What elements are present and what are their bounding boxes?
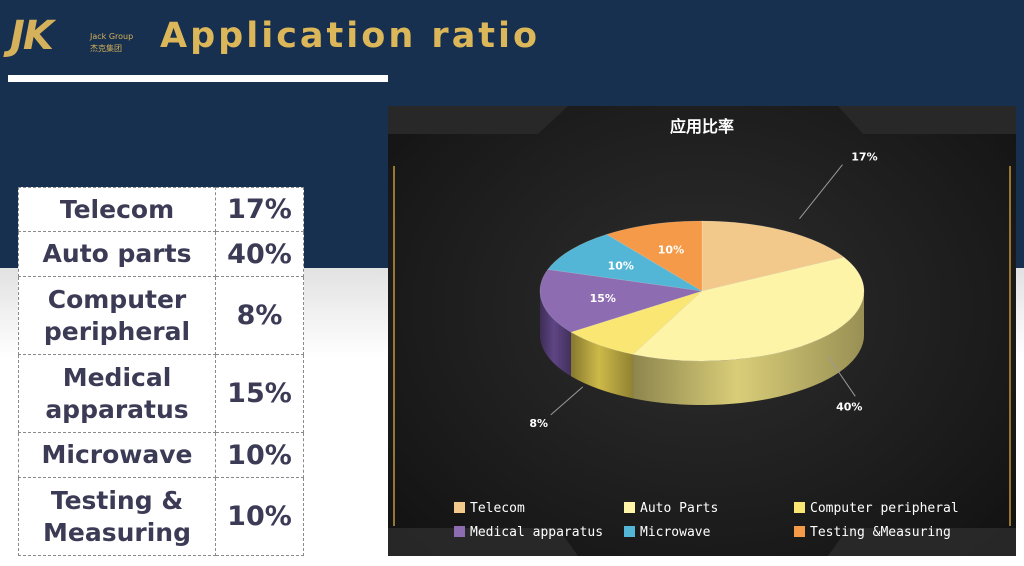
table-cell-percent: 10%: [215, 432, 304, 478]
pie-slices: [539, 220, 865, 405]
data-label-leader: [827, 356, 856, 397]
pie-slice: [539, 269, 703, 333]
pie-slice-side-shade: [570, 332, 634, 399]
company-logo: JK Jack Group 杰克集团: [10, 14, 142, 60]
pie-slice: [570, 290, 703, 355]
logo-subtext: Jack Group: [90, 32, 134, 41]
legend-swatch: [454, 526, 465, 537]
pie-chart: 应用比率 17% 40% 8% 15% 10% 10% Telecom Auto Parts…: [388, 106, 1016, 556]
data-label: 10%: [658, 244, 684, 257]
legend-label: Medical apparatus: [470, 525, 603, 540]
application-ratio-table: Telecom 17% Auto parts 40% Computer perip…: [18, 187, 304, 556]
legend-swatch: [794, 502, 805, 513]
table-cell-application: Telecom: [18, 187, 216, 232]
application-name-line: peripheral: [43, 316, 191, 346]
table-cell-application: Testing & Measuring: [18, 477, 216, 556]
logo-cn-text: 杰克集团: [90, 44, 122, 53]
pie-chart-panel: 应用比率 17% 40% 8% 15% 10% 10% Telecom Auto Parts…: [388, 106, 1016, 556]
table-cell-application: Medical apparatus: [18, 354, 216, 433]
table-cell-application: Microwave: [18, 432, 216, 478]
application-name-line: Auto parts: [42, 239, 192, 268]
table-row: Auto parts 40%: [18, 231, 304, 277]
table-cell-percent: 15%: [215, 354, 304, 433]
application-name-line: apparatus: [45, 394, 189, 424]
application-name-line: Microwave: [41, 440, 193, 469]
pie-slice: [547, 234, 703, 292]
application-name-line: Telecom: [59, 194, 175, 224]
legend-swatch: [794, 526, 805, 537]
table-cell-percent: 8%: [215, 276, 304, 355]
pie-slice: [632, 256, 865, 362]
legend-swatch: [454, 502, 465, 513]
pie-slice: [701, 220, 845, 292]
legend-swatch: [624, 526, 635, 537]
data-label: 8%: [529, 417, 548, 430]
legend-label: Auto Parts: [640, 501, 718, 516]
table-cell-application: Computer peripheral: [18, 276, 216, 355]
application-name-line: Computer: [47, 284, 187, 314]
legend-label: Testing &Measuring: [810, 525, 951, 540]
table-row: Testing & Measuring 10%: [18, 477, 304, 556]
application-name-line: Measuring: [43, 517, 191, 547]
table-row: Telecom 17%: [18, 187, 304, 232]
table-cell-percent: 17%: [215, 187, 304, 232]
application-name-line: Medical: [62, 362, 172, 392]
pie-slice-side-shade: [540, 291, 571, 377]
data-label: 17%: [851, 151, 877, 164]
table-cell-percent: 10%: [215, 477, 304, 556]
data-label: 40%: [836, 400, 862, 413]
decorative-frame: [388, 106, 1016, 556]
application-name-line: Testing &: [50, 485, 184, 515]
table-row: Computer peripheral 8%: [18, 276, 304, 355]
chart-legend: Telecom Auto Parts Computer peripheral Medi…: [454, 501, 959, 540]
data-label: 15%: [590, 292, 616, 305]
legend-label: Telecom: [470, 501, 525, 516]
legend-swatch: [624, 502, 635, 513]
table-row: Microwave 10%: [18, 432, 304, 478]
chart-title: 应用比率: [670, 117, 734, 136]
pie-slice: [606, 220, 703, 292]
logo-mark: JK: [10, 13, 54, 59]
table-row: Medical apparatus 15%: [18, 354, 304, 433]
legend-label: Microwave: [640, 525, 711, 540]
table-cell-percent: 40%: [215, 231, 304, 277]
data-label-leader: [550, 386, 584, 416]
legend-label: Computer peripheral: [810, 501, 959, 516]
pie-slice-side-shade: [633, 291, 864, 405]
data-labels: 17% 40% 8% 15% 10% 10%: [529, 151, 877, 430]
page-title: Application ratio: [160, 16, 541, 56]
data-label: 10%: [608, 259, 634, 272]
table-cell-application: Auto parts: [18, 231, 216, 277]
data-label-leader: [799, 164, 843, 220]
title-underline: [8, 75, 388, 82]
